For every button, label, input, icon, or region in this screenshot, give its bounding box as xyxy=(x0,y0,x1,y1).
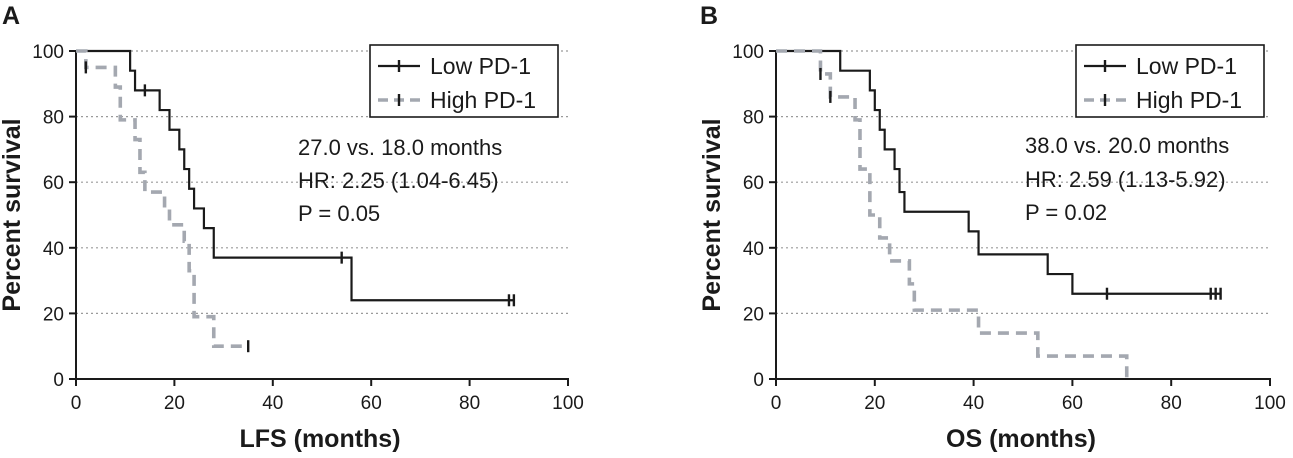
y-tick-label: 0 xyxy=(753,370,764,391)
x-tick-label: 0 xyxy=(771,393,782,414)
panel-letter: A xyxy=(2,2,20,30)
legend-box xyxy=(369,44,559,118)
x-tick-label: 100 xyxy=(552,393,584,414)
legend-label: High PD-1 xyxy=(1136,87,1242,113)
y-tick-label: 40 xyxy=(743,239,764,260)
y-tick-label: 80 xyxy=(743,108,764,129)
y-tick-label: 20 xyxy=(43,304,64,325)
x-tick-label: 20 xyxy=(164,393,185,414)
y-axis-label: Percent survival xyxy=(698,118,726,311)
y-tick-label: 40 xyxy=(43,239,64,260)
y-tick-label: 60 xyxy=(743,173,764,194)
x-axis-label: OS (months) xyxy=(946,425,1096,453)
legend-label: Low PD-1 xyxy=(1136,53,1237,79)
panel-letter: B xyxy=(700,2,718,30)
x-tick-label: 40 xyxy=(262,393,283,414)
annotation: P = 0.02 xyxy=(1025,200,1107,225)
legend-box xyxy=(1075,44,1265,118)
y-axis-label: Percent survival xyxy=(0,118,26,311)
annotation: HR: 2.59 (1.13-5.92) xyxy=(1025,167,1226,192)
annotation: P = 0.05 xyxy=(298,201,380,226)
series-high-pd1-curve xyxy=(76,49,249,348)
x-tick-label: 0 xyxy=(71,393,82,414)
y-tick-label: 100 xyxy=(732,42,764,63)
panel-a: A 0 20 40 60 80 100 0 20 40 60 80 100 LFS (months) Per… xyxy=(0,2,584,453)
y-tick-label: 0 xyxy=(53,370,64,391)
series-high-pd1-curve xyxy=(776,49,1129,379)
x-tick-label: 80 xyxy=(459,393,480,414)
legend-label: High PD-1 xyxy=(430,87,536,113)
legend-label: Low PD-1 xyxy=(430,53,531,79)
panel-b: B 0 20 40 60 80 100 0 20 40 60 80 100 OS (months) Perc… xyxy=(698,2,1286,453)
x-tick-label: 20 xyxy=(864,393,885,414)
series-low-pd1-curve xyxy=(776,49,1221,295)
x-tick-label: 60 xyxy=(361,393,382,414)
x-tick-label: 80 xyxy=(1161,393,1182,414)
annotation: 27.0 vs. 18.0 months xyxy=(298,135,502,160)
x-tick-label: 60 xyxy=(1062,393,1083,414)
series-low-pd1-curve xyxy=(76,49,514,302)
y-tick-label: 80 xyxy=(43,108,64,129)
annotation: 38.0 vs. 20.0 months xyxy=(1025,133,1229,158)
x-axis-label: LFS (months) xyxy=(239,425,400,453)
y-tick-label: 100 xyxy=(32,42,64,63)
y-tick-label: 60 xyxy=(43,173,64,194)
annotation: HR: 2.25 (1.04-6.45) xyxy=(298,168,499,193)
x-tick-label: 100 xyxy=(1254,393,1286,414)
x-tick-label: 40 xyxy=(963,393,984,414)
y-tick-label: 20 xyxy=(743,304,764,325)
